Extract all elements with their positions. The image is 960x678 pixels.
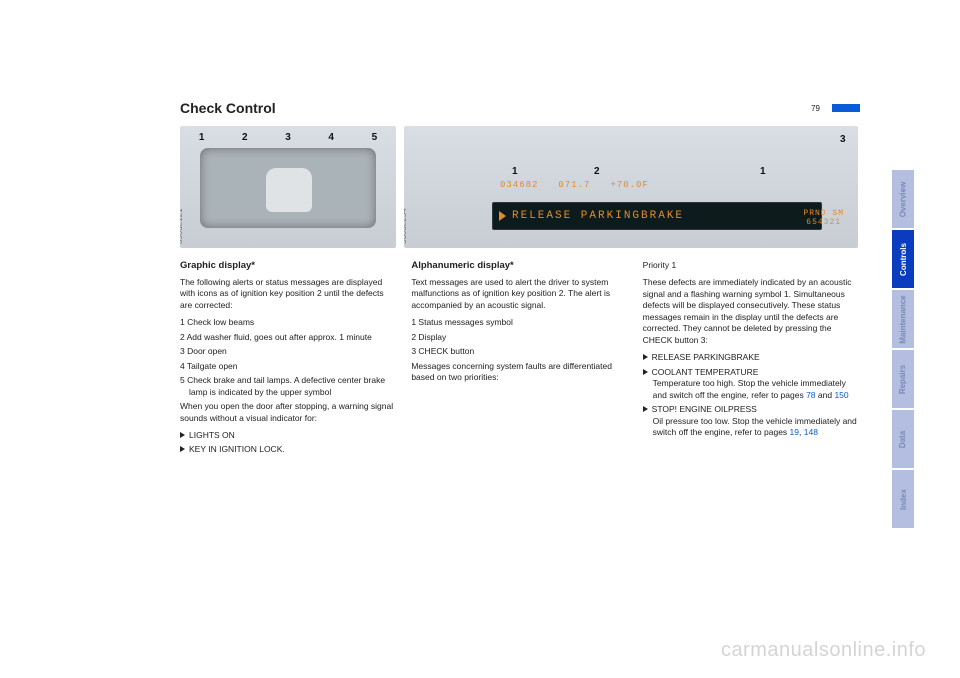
figure-a-callouts: 1 2 3 4 5	[180, 132, 396, 143]
tab-overview[interactable]: Overview	[892, 170, 914, 228]
readout-value: 071.7	[558, 180, 590, 190]
col1-para: The following alerts or status messages …	[180, 277, 397, 311]
page-header-right: 79	[811, 104, 860, 113]
callout-b-1b: 1	[760, 166, 766, 177]
callout-b-2: 2	[594, 166, 600, 177]
page-link-148[interactable]: 148	[804, 427, 818, 437]
triangle-bullet-icon	[180, 446, 185, 452]
triangle-bullet-icon	[643, 354, 648, 360]
col1-para2: When you open the door after stopping, a…	[180, 401, 397, 424]
tab-maintenance-label: Maintenance	[899, 295, 908, 343]
col3-bullet-1: RELEASE PARKINGBRAKE	[643, 352, 860, 363]
triangle-bullet-icon	[180, 432, 185, 438]
text-columns: Graphic display* The following alerts or…	[180, 260, 860, 459]
col1-item-5: 5 Check brake and tail lamps. A defectiv…	[180, 375, 397, 398]
column-2: Alphanumeric display* Text messages are …	[411, 260, 628, 459]
page-link-78[interactable]: 78	[806, 390, 815, 400]
tab-controls[interactable]: Controls	[892, 230, 914, 288]
col3-bullet-3-post: Oil pressure too low. Stop the vehicle i…	[653, 416, 857, 437]
col1-bullet-2: KEY IN IGNITION LOCK.	[180, 444, 397, 455]
tab-repairs-label: Repairs	[899, 364, 908, 393]
figure-b-small-readouts: 034682 071.7 +70.0F	[500, 180, 649, 190]
watermark: carmanualsonline.info	[721, 639, 926, 662]
col3-bullet-2-pre: COOLANT TEMPERATURE	[652, 367, 759, 377]
col1-item-3: 3 Door open	[180, 346, 397, 357]
col2-item-3: 3 CHECK button	[411, 346, 628, 357]
col2-item-2: 2 Display	[411, 332, 628, 343]
readout-temp: +70.0F	[610, 180, 648, 190]
side-tabs: Overview Controls Maintenance Repairs Da…	[892, 170, 914, 530]
col1-subhead: Graphic display*	[180, 260, 397, 273]
figure-alphanumeric-display: 1 2 1 3 034682 071.7 +70.0F RELEASE PARK…	[404, 126, 858, 248]
lcd-text: RELEASE PARKINGBRAKE	[512, 210, 684, 222]
page-link-19[interactable]: 19	[790, 427, 799, 437]
readout-odometer: 034682	[500, 180, 538, 190]
tab-overview-label: Overview	[899, 181, 908, 217]
figure-a-label: 390de121	[180, 208, 184, 244]
tab-controls-label: Controls	[899, 243, 908, 276]
col1-item-1: 1 Check low beams	[180, 317, 397, 328]
col3-bullet-2-sep: and	[816, 390, 835, 400]
col2-subhead: Alphanumeric display*	[411, 260, 628, 273]
col1-item-2: 2 Add washer fluid, goes out after appro…	[180, 332, 397, 343]
col2-para2: Messages concerning system faults are di…	[411, 361, 628, 384]
callout-b-1a: 1	[512, 166, 518, 177]
callout-3: 3	[285, 132, 291, 143]
gear-line1: PRND SM	[803, 209, 844, 219]
col3-bullet-3: STOP! ENGINE OILPRESS Oil pressure too l…	[643, 404, 860, 438]
tab-data[interactable]: Data	[892, 410, 914, 468]
figure-b-lcd: RELEASE PARKINGBRAKE	[492, 202, 822, 230]
figure-b-gear: PRND SM 654321	[803, 209, 844, 228]
col3-bullet-1-text: RELEASE PARKINGBRAKE	[652, 352, 760, 362]
page-link-150[interactable]: 150	[834, 390, 848, 400]
triangle-bullet-icon	[643, 406, 648, 412]
figure-row: 1 2 3 4 5 390de121 1 2 1 3 034682 071.7 …	[180, 126, 860, 248]
col2-para: Text messages are used to alert the driv…	[411, 277, 628, 311]
col3-bullet-3-pre: STOP! ENGINE OILPRESS	[652, 404, 757, 414]
tab-repairs[interactable]: Repairs	[892, 350, 914, 408]
page-title: Check Control	[180, 100, 276, 116]
page-header: Check Control 79	[180, 100, 860, 116]
figure-b-label: 530de254	[404, 208, 408, 244]
tab-maintenance[interactable]: Maintenance	[892, 290, 914, 348]
page-number: 79	[811, 104, 820, 113]
gear-line2: 654321	[803, 218, 844, 228]
header-accent-bar	[832, 104, 860, 112]
manual-page: Check Control 79 1 2 3 4 5 390de121 1 2	[180, 100, 860, 459]
warning-triangle-icon	[499, 211, 506, 221]
column-3: Priority 1 These defects are immediately…	[643, 260, 860, 459]
col1-bullet-2-text: KEY IN IGNITION LOCK.	[189, 444, 285, 454]
callout-2: 2	[242, 132, 248, 143]
tab-index-label: Index	[899, 489, 908, 510]
tab-data-label: Data	[899, 430, 908, 447]
figure-a-car-icon	[266, 168, 312, 212]
col1-bullet-1: LIGHTS ON	[180, 430, 397, 441]
col2-item-1: 1 Status messages symbol	[411, 317, 628, 328]
col3-bullet-2: COOLANT TEMPERATURE Temperature too high…	[643, 367, 860, 401]
callout-4: 4	[328, 132, 334, 143]
callout-b-3: 3	[840, 134, 846, 145]
col3-lead: Priority 1	[643, 260, 860, 271]
figure-graphic-display: 1 2 3 4 5 390de121	[180, 126, 396, 248]
callout-5: 5	[372, 132, 378, 143]
triangle-bullet-icon	[643, 369, 648, 375]
column-1: Graphic display* The following alerts or…	[180, 260, 397, 459]
col1-item-4: 4 Tailgate open	[180, 361, 397, 372]
callout-1: 1	[199, 132, 205, 143]
tab-index[interactable]: Index	[892, 470, 914, 528]
col1-bullet-1-text: LIGHTS ON	[189, 430, 235, 440]
col3-para: These defects are immediately indicated …	[643, 277, 860, 346]
